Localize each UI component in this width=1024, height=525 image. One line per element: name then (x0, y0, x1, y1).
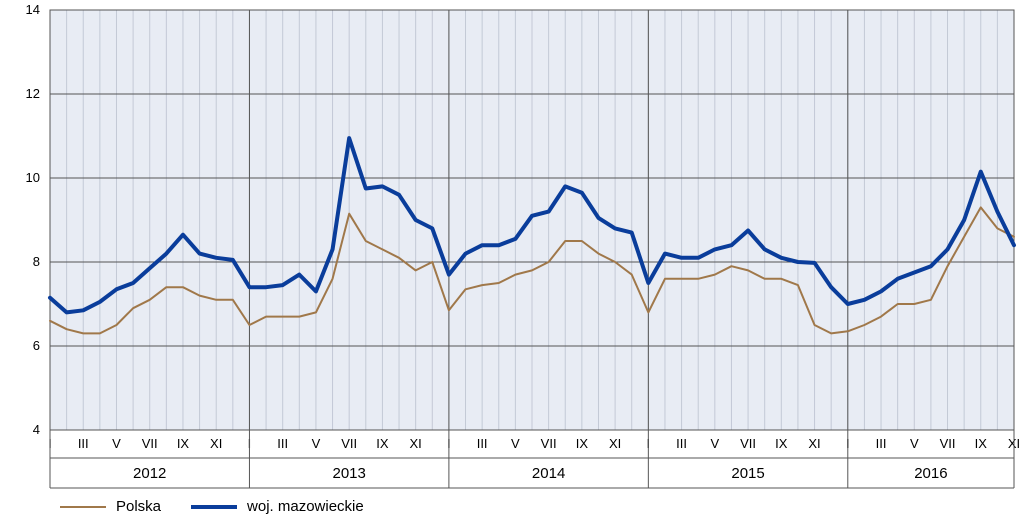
svg-text:V: V (710, 436, 719, 451)
svg-text:2016: 2016 (914, 465, 947, 482)
svg-text:IX: IX (975, 436, 988, 451)
svg-text:10: 10 (26, 170, 40, 185)
svg-text:8: 8 (33, 254, 40, 269)
legend: Polska woj. mazowieckie (60, 498, 364, 515)
svg-text:12: 12 (26, 86, 40, 101)
svg-text:III: III (876, 436, 887, 451)
svg-text:VII: VII (940, 436, 956, 451)
svg-text:III: III (477, 436, 488, 451)
svg-text:6: 6 (33, 338, 40, 353)
legend-swatch-mazowieckie (191, 505, 237, 509)
svg-text:VII: VII (740, 436, 756, 451)
svg-text:III: III (676, 436, 687, 451)
svg-text:2012: 2012 (133, 465, 166, 482)
line-chart: 468101214IIIIVVIIIXXIIIIIVVIIIXXIIIIIVVI… (0, 0, 1024, 525)
svg-text:2013: 2013 (332, 465, 365, 482)
svg-text:4: 4 (33, 422, 40, 437)
legend-item-mazowieckie: woj. mazowieckie (191, 498, 364, 515)
svg-text:V: V (312, 436, 321, 451)
svg-text:XI: XI (609, 436, 621, 451)
svg-text:III: III (78, 436, 89, 451)
legend-label-mazowieckie: woj. mazowieckie (247, 498, 364, 515)
svg-text:VII: VII (341, 436, 357, 451)
svg-text:IX: IX (576, 436, 589, 451)
svg-text:V: V (112, 436, 121, 451)
svg-text:VII: VII (142, 436, 158, 451)
svg-text:2015: 2015 (731, 465, 764, 482)
svg-text:XI: XI (808, 436, 820, 451)
chart-container: 468101214IIIIVVIIIXXIIIIIVVIIIXXIIIIIVVI… (0, 0, 1024, 525)
svg-text:VII: VII (541, 436, 557, 451)
svg-text:V: V (910, 436, 919, 451)
svg-text:XI: XI (210, 436, 222, 451)
svg-text:IX: IX (376, 436, 389, 451)
svg-text:IX: IX (775, 436, 788, 451)
legend-item-polska: Polska (60, 498, 161, 515)
svg-text:IX: IX (177, 436, 190, 451)
svg-text:2014: 2014 (532, 465, 565, 482)
legend-label-polska: Polska (116, 498, 161, 515)
svg-text:XI: XI (410, 436, 422, 451)
svg-text:14: 14 (26, 2, 40, 17)
svg-text:III: III (277, 436, 288, 451)
legend-swatch-polska (60, 506, 106, 508)
svg-text:V: V (511, 436, 520, 451)
